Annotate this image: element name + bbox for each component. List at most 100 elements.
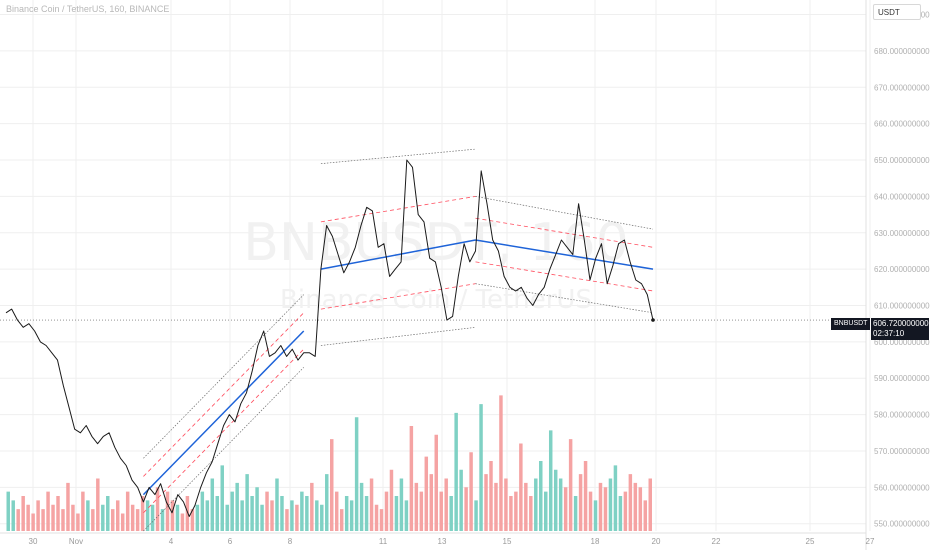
volume-bar xyxy=(404,500,409,531)
volume-bar xyxy=(359,482,364,531)
volume-bar xyxy=(638,487,643,531)
watermark-name: Binance Coin / TetherUS xyxy=(280,285,592,315)
volume-bar xyxy=(474,500,478,531)
volume-bar xyxy=(618,496,623,531)
volume-bar xyxy=(334,491,339,531)
channel-inner-lower-mid xyxy=(320,283,476,310)
volume-bar xyxy=(16,509,20,531)
volume-bar xyxy=(344,496,349,531)
volume-bar xyxy=(389,469,394,531)
y-tick-label: 670.000000000 xyxy=(874,83,930,92)
volume-bar xyxy=(603,487,608,531)
volume-bar xyxy=(325,474,329,531)
volume-bar xyxy=(588,491,593,531)
volume-bar xyxy=(225,504,229,531)
volume-bar xyxy=(449,496,453,531)
volume-bar xyxy=(339,509,344,531)
trend-line-left xyxy=(142,330,305,496)
x-tick-label: Nov xyxy=(69,537,83,546)
volume-bar xyxy=(96,478,100,531)
volume-bar xyxy=(150,504,155,531)
volume-bar xyxy=(558,478,563,531)
volume-bar xyxy=(499,395,503,531)
volume-bar xyxy=(230,491,234,531)
last-price-value: 606.720000000 xyxy=(873,319,929,328)
volume-bar xyxy=(539,461,543,531)
volume-bar xyxy=(633,482,638,531)
currency-selector[interactable]: USDT xyxy=(873,4,921,20)
volume-bar xyxy=(534,478,538,531)
volume-bar xyxy=(305,496,309,531)
y-tick-label: 590.000000000 xyxy=(874,374,930,383)
volume-bar xyxy=(315,500,319,531)
volume-bar xyxy=(250,496,254,531)
volume-bar xyxy=(628,474,633,531)
volume-bar xyxy=(568,439,573,531)
volume-bar xyxy=(409,426,414,531)
volume-bar xyxy=(519,443,523,531)
x-tick-label: 6 xyxy=(228,537,233,546)
price-axis: 550.000000000 560.000000000 570.000000000 5… xyxy=(865,0,930,550)
volume-bar xyxy=(578,474,583,531)
volume-bar xyxy=(101,504,105,531)
volume-bar xyxy=(265,491,269,531)
volume-bar xyxy=(180,513,185,531)
volume-bar xyxy=(6,491,10,531)
volume-bar xyxy=(524,482,528,531)
volume-bar xyxy=(623,491,628,531)
x-tick-label: 11 xyxy=(379,537,388,546)
volume-bar xyxy=(320,504,324,531)
price-series xyxy=(0,159,866,517)
volume-bar xyxy=(255,487,259,531)
volume-bar xyxy=(165,491,170,531)
volume-bar xyxy=(424,456,429,531)
volume-bar xyxy=(384,491,389,531)
x-tick-label: 22 xyxy=(712,537,721,546)
volume-bar xyxy=(469,452,473,531)
volume-bar xyxy=(439,491,443,531)
volume-bar xyxy=(479,404,483,531)
x-tick-label: 27 xyxy=(866,537,875,546)
volume-bar xyxy=(489,461,493,531)
volume-bar xyxy=(310,482,314,531)
channel-outer-lower-mid xyxy=(320,326,476,346)
volume-bar xyxy=(125,491,130,531)
volume-bar xyxy=(115,500,120,531)
volume-bar xyxy=(195,504,200,531)
volume-bar xyxy=(419,491,424,531)
volume-bar xyxy=(613,465,618,531)
channel-outer-upper-left xyxy=(143,294,304,459)
volume-bar xyxy=(240,500,244,531)
x-tick-label: 8 xyxy=(288,537,293,546)
volume-bar xyxy=(76,513,80,531)
trend-line-right xyxy=(475,239,654,270)
volume-bar xyxy=(190,509,195,531)
volume-bar xyxy=(235,482,239,531)
x-tick-label: 20 xyxy=(652,537,661,546)
volume-bar xyxy=(91,509,95,531)
volume-bar xyxy=(399,478,404,531)
volume-bar xyxy=(414,482,419,531)
volume-bar xyxy=(56,496,60,531)
volume-bar xyxy=(553,469,558,531)
trend-line-mid xyxy=(320,239,476,270)
volume-bar xyxy=(205,500,210,531)
last-price-dot xyxy=(651,318,655,322)
volume-bar xyxy=(270,500,274,531)
channel-inner-lower-right xyxy=(475,261,654,292)
volume-bar xyxy=(260,504,264,531)
volume-bar xyxy=(21,496,25,531)
y-tick-label: 620.000000000 xyxy=(874,265,930,274)
channel-inner-upper-left xyxy=(143,312,305,477)
volume-bar xyxy=(379,509,384,531)
y-tick-label: 560.000000000 xyxy=(874,483,930,492)
volume-bar xyxy=(434,434,438,531)
volume-bar xyxy=(354,417,359,531)
x-tick-label: 4 xyxy=(169,537,174,546)
volume-bar xyxy=(583,461,588,531)
volume-bar xyxy=(160,509,165,531)
volume-bar xyxy=(598,482,603,531)
x-tick-label: 13 xyxy=(438,537,447,546)
volume-bar xyxy=(593,500,598,531)
